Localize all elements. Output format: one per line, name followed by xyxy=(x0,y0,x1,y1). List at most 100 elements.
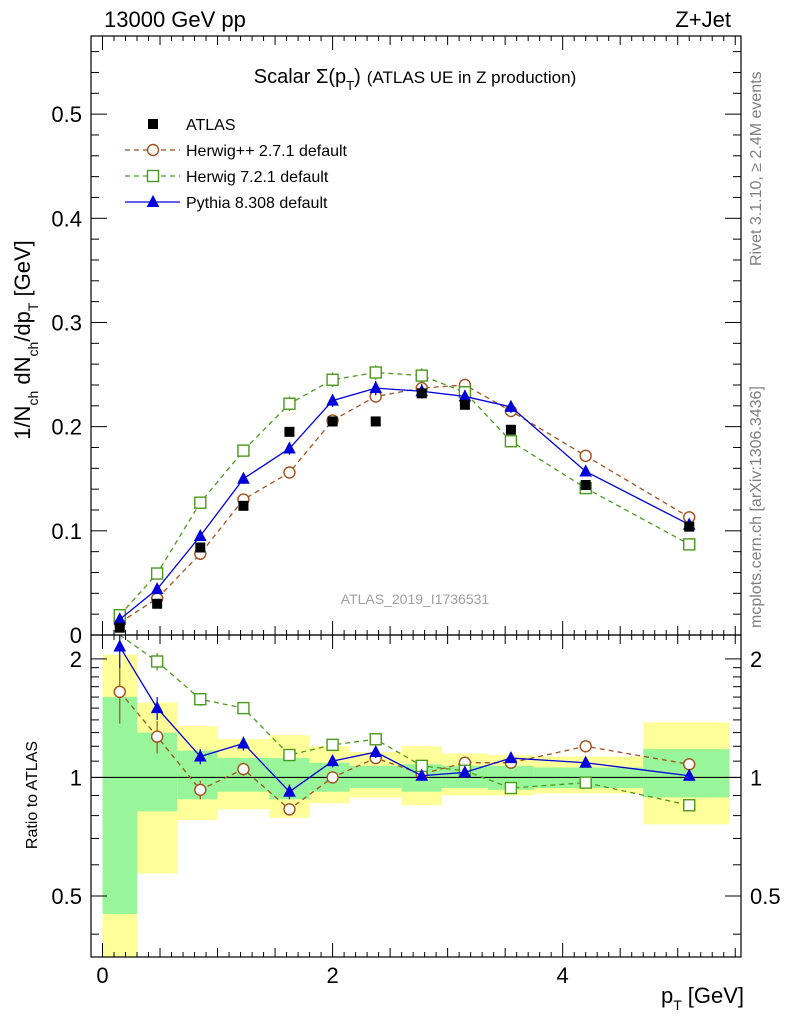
x-tick-label: 4 xyxy=(557,963,569,988)
ratio-point xyxy=(237,762,250,776)
data-point xyxy=(326,373,339,386)
x-axis-label: pT [GeV] xyxy=(661,983,744,1013)
ratio-frame xyxy=(90,634,742,958)
data-point xyxy=(369,366,382,379)
ratio-tick-label-right: 2 xyxy=(750,647,762,672)
main-panel xyxy=(113,365,696,633)
y-axis-label: 1/Nch dNch/dpT [GeV] xyxy=(10,240,41,440)
legend-marker-atlas xyxy=(148,119,158,129)
atlas-point xyxy=(152,598,163,609)
ratio-point xyxy=(150,701,164,714)
ratio-point xyxy=(458,765,472,778)
series-line xyxy=(119,387,690,620)
title-rest: (ATLAS UE in Z production) xyxy=(367,68,576,87)
legend-marker xyxy=(146,194,160,207)
data-point xyxy=(283,441,296,454)
ratio-point xyxy=(150,730,164,743)
ratio-point xyxy=(194,783,207,797)
data-point xyxy=(194,496,207,509)
atlas-point xyxy=(459,399,470,410)
ratio-point xyxy=(326,771,339,784)
y-tick-label: 0.3 xyxy=(51,310,82,335)
ratio-line xyxy=(119,634,690,806)
atlas-point xyxy=(238,500,249,511)
y-tick-label: 0.4 xyxy=(51,206,82,231)
data-point xyxy=(369,381,383,394)
ratio-point xyxy=(237,736,250,749)
data-point xyxy=(504,435,518,448)
atlas-point xyxy=(327,416,338,427)
x-tick-label: 2 xyxy=(326,963,338,988)
atlas-point xyxy=(684,521,695,532)
legend-marker xyxy=(146,143,160,157)
ratio-point xyxy=(415,768,429,781)
legend: ATLAS Herwig++ 2.7.1 default Herwig 7.2.1 … xyxy=(125,117,348,212)
data-point xyxy=(504,399,518,412)
plot-title: Scalar Σ(pT) (ATLAS UE in Z production) xyxy=(254,66,576,93)
ratio-point xyxy=(683,758,696,771)
data-point xyxy=(237,471,250,484)
ratio-bands xyxy=(91,654,741,957)
y-tick-label: 0.1 xyxy=(51,519,82,544)
ratio-point xyxy=(683,799,696,812)
ratio-line xyxy=(119,646,690,793)
x-tick-label: 0 xyxy=(96,963,108,988)
ratio-point xyxy=(237,701,250,715)
band-inner xyxy=(102,697,138,915)
ratio-point xyxy=(504,781,518,795)
header-left: 13000 GeV pp xyxy=(104,7,246,32)
data-point xyxy=(579,449,592,463)
band-inner xyxy=(643,749,730,798)
data-point xyxy=(283,397,296,410)
data-point xyxy=(415,369,428,382)
series-line xyxy=(119,371,690,616)
data-point xyxy=(579,464,593,477)
header-right: Z+Jet xyxy=(675,7,731,32)
legend-marker xyxy=(146,169,160,183)
atlas-point xyxy=(284,426,295,437)
ratio-tick-label: 0.5 xyxy=(51,884,82,909)
ratio-point xyxy=(326,738,339,752)
atlas-point xyxy=(114,622,125,633)
atlas-point xyxy=(505,424,516,435)
legend-label: Herwig++ 2.7.1 default xyxy=(186,143,348,160)
ratio-point xyxy=(369,733,382,746)
ratio-point xyxy=(579,755,593,768)
ratio-tick-label-right: 0.5 xyxy=(750,884,781,909)
atlas-point xyxy=(580,479,591,490)
y-tick-label: 0.5 xyxy=(51,102,82,127)
data-point xyxy=(283,466,296,479)
atlas-point xyxy=(416,388,427,399)
data-point xyxy=(683,538,696,551)
atlas-point xyxy=(370,416,381,427)
rivet-label: Rivet 3.1.10, ≥ 2.4M events xyxy=(748,71,765,266)
title-main: Scalar Σ(p xyxy=(254,66,346,88)
ratio-point xyxy=(369,744,383,758)
ratio-point xyxy=(326,754,339,767)
ratio-tick-label: 1 xyxy=(70,765,82,790)
ratio-y-label: Ratio to ATLAS xyxy=(24,741,41,849)
ratio-point xyxy=(283,748,296,762)
watermark: ATLAS_2019_I1736531 xyxy=(341,591,490,607)
y-tick-label: 0.2 xyxy=(51,415,82,440)
ratio-point xyxy=(283,803,296,816)
mcplots-label: mcplots.cern.ch [arXiv:1306.3436] xyxy=(748,386,765,628)
ratio-point xyxy=(682,768,696,781)
ratio-point xyxy=(113,685,126,699)
data-point xyxy=(237,444,250,457)
title-close: ) xyxy=(354,66,361,88)
ratio-tick-label-right: 1 xyxy=(750,765,762,790)
title-sub: T xyxy=(346,78,354,93)
data-point xyxy=(326,393,339,406)
data-point xyxy=(193,528,207,542)
ratio-point xyxy=(579,740,592,753)
data-point xyxy=(150,582,164,595)
ratio-panel xyxy=(113,634,696,816)
legend-label: Pythia 8.308 default xyxy=(186,195,328,212)
data-point xyxy=(150,567,164,580)
ratio-point xyxy=(113,639,127,652)
axes: 0 2 400.10.20.30.40.50.5 0.51 12 2 xyxy=(51,35,781,988)
legend-label: Herwig 7.2.1 default xyxy=(186,169,329,186)
ratio-tick-label: 2 xyxy=(70,647,82,672)
